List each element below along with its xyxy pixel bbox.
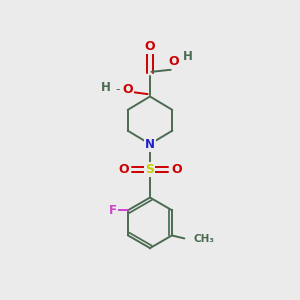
Text: F: F [109,204,117,217]
Text: O: O [171,163,182,176]
Text: CH₃: CH₃ [193,234,214,244]
Text: O: O [145,40,155,53]
Text: O: O [122,82,133,96]
Text: -: - [115,82,120,96]
Text: O: O [169,55,179,68]
Text: S: S [146,163,154,176]
Text: O: O [118,163,129,176]
Text: H: H [100,81,110,94]
Text: N: N [145,138,155,151]
Text: H: H [183,50,193,64]
